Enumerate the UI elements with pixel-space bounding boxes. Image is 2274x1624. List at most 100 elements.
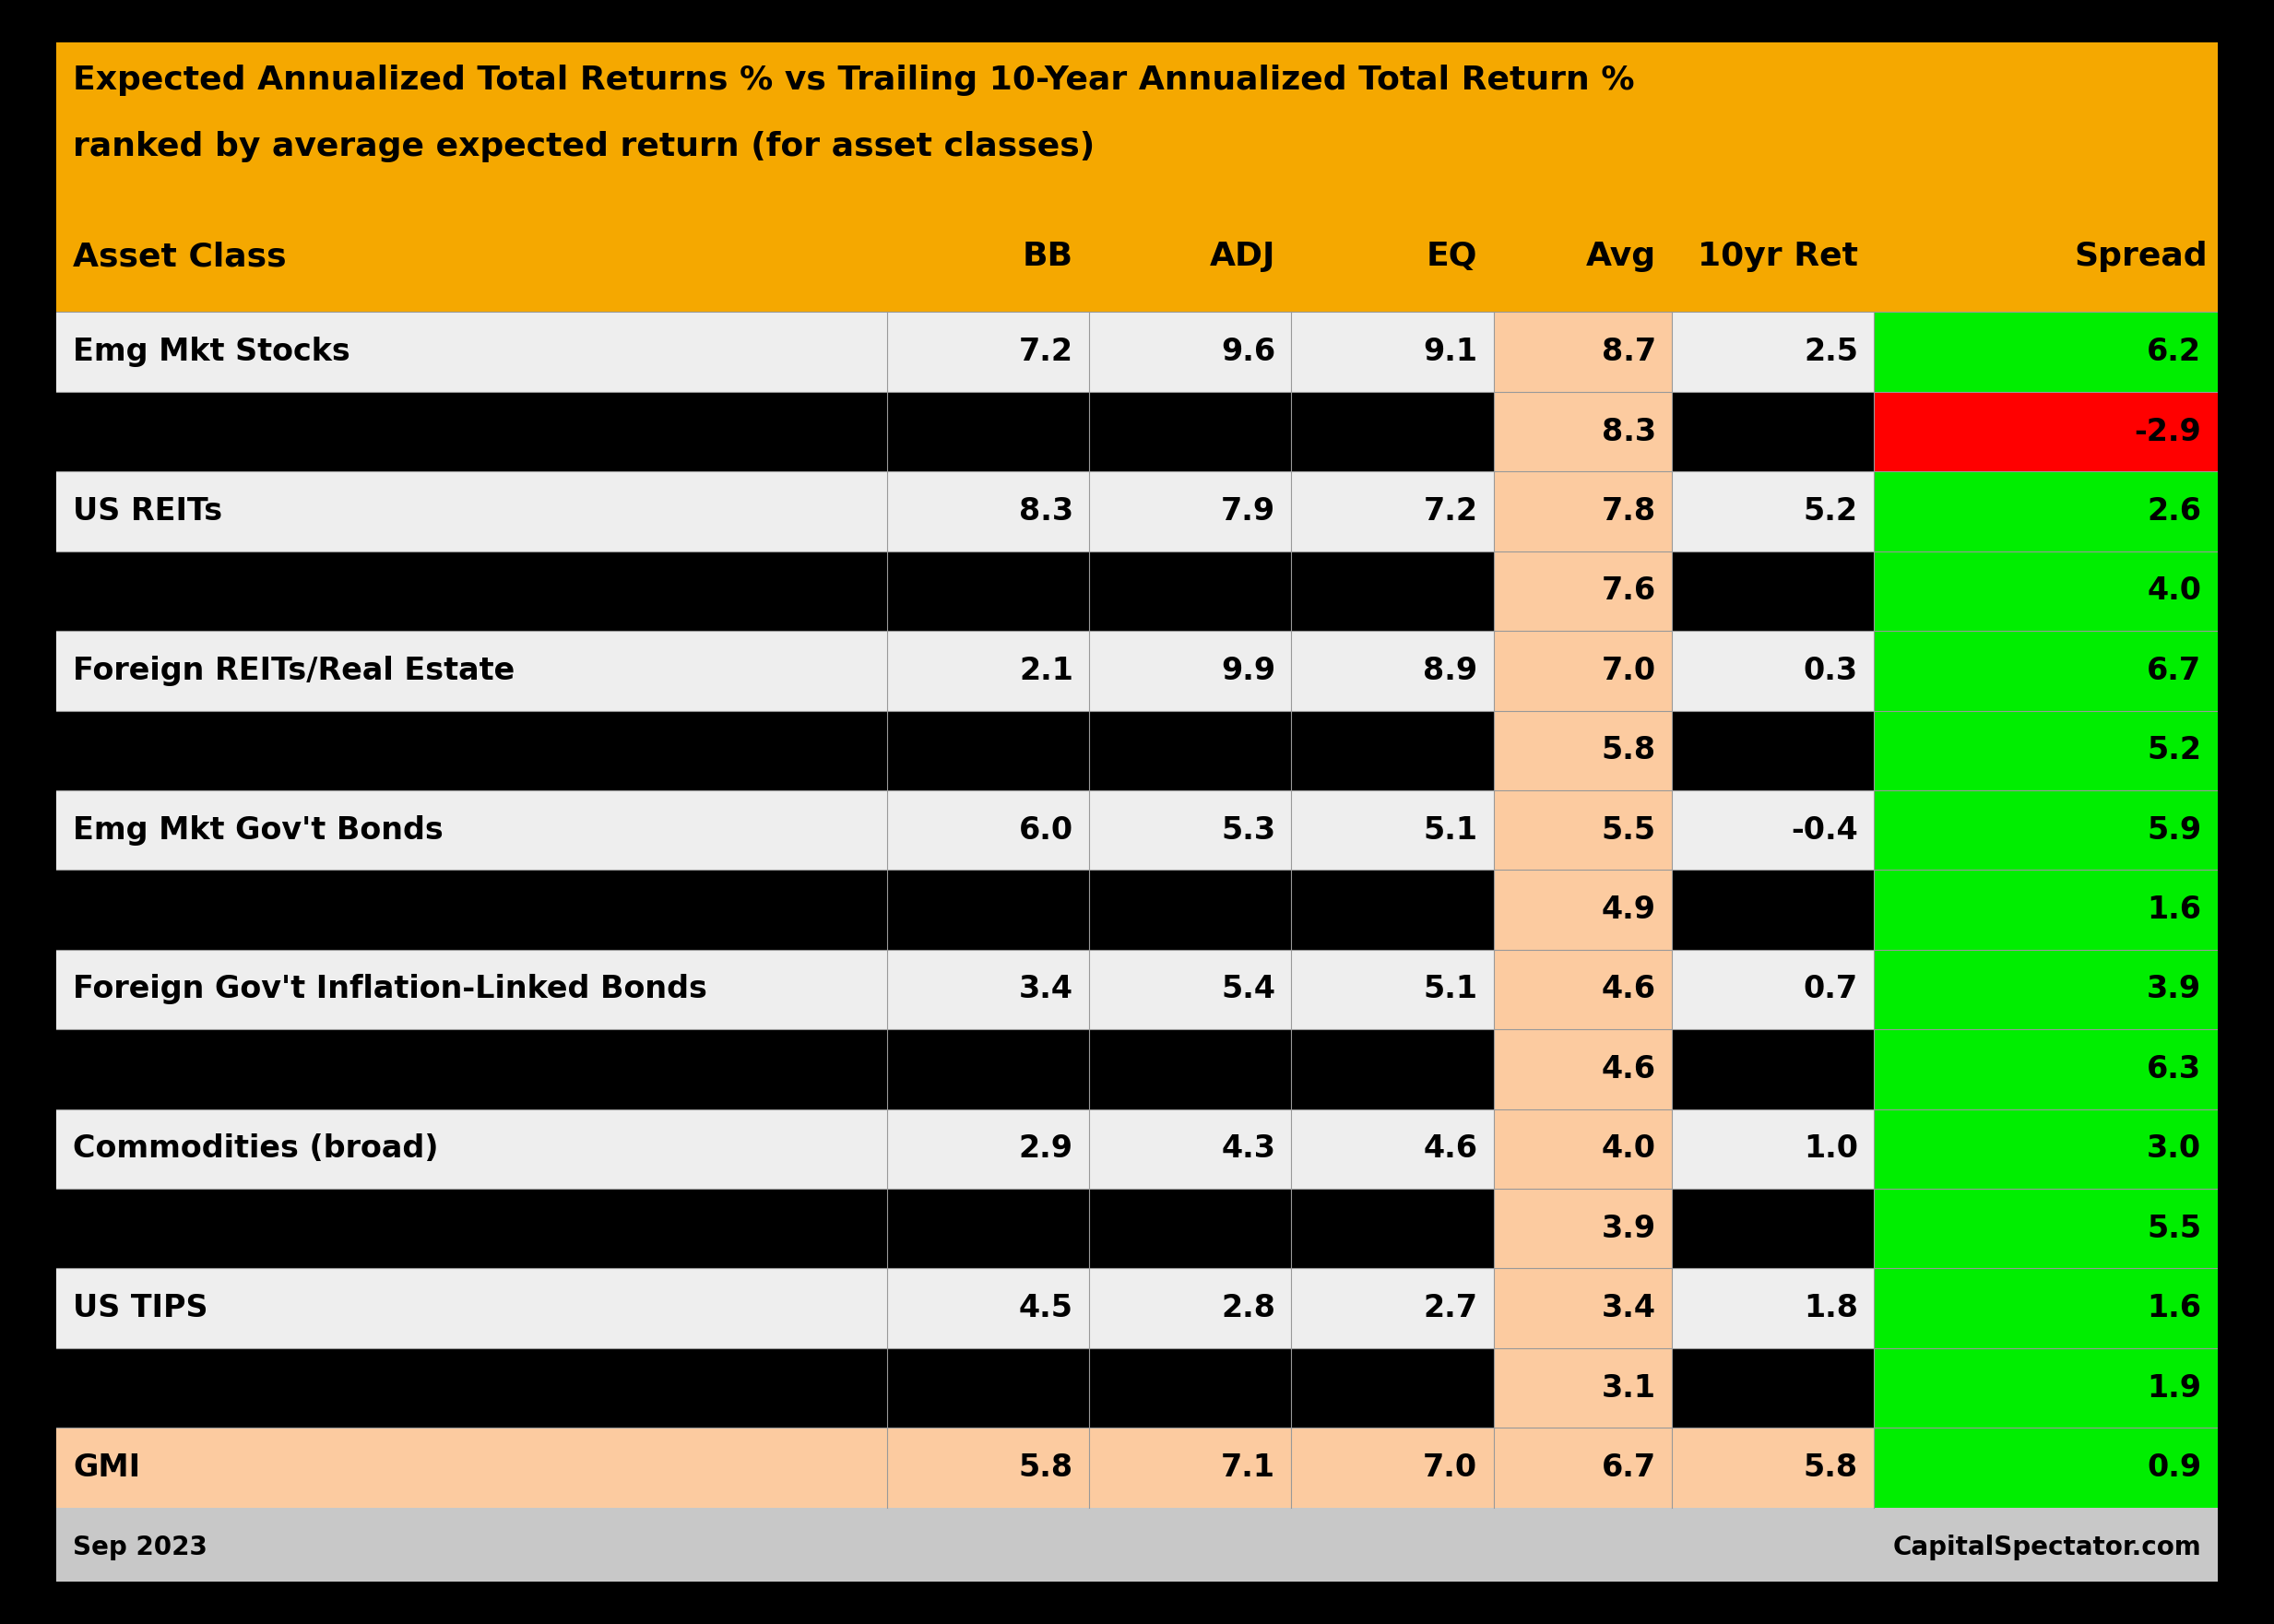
Text: 9.9: 9.9 (1221, 656, 1276, 685)
Bar (50, 312, 1494, 391)
Bar (1671, 471, 1874, 551)
Text: 2.8: 2.8 (1221, 1293, 1276, 1324)
Text: 8.7: 8.7 (1601, 336, 1655, 367)
Text: 7.1: 7.1 (1221, 1452, 1276, 1483)
Text: 7.0: 7.0 (1424, 1452, 1478, 1483)
Text: 3.1: 3.1 (1601, 1372, 1655, 1403)
Text: 7.6: 7.6 (1601, 577, 1655, 606)
Text: 0.9: 0.9 (2147, 1452, 2201, 1483)
Text: 9.1: 9.1 (1424, 336, 1478, 367)
Text: EQ: EQ (1426, 240, 1478, 273)
Text: -0.4: -0.4 (1792, 815, 1858, 846)
Bar (1671, 791, 1874, 870)
Bar (50, 1427, 1494, 1507)
Bar (1874, 711, 2224, 791)
Text: 4.9: 4.9 (1601, 895, 1655, 926)
Bar (1494, 791, 1671, 870)
Bar (50, 950, 1494, 1030)
Bar (50, 391, 1494, 471)
Text: 5.9: 5.9 (2147, 815, 2201, 846)
Text: 7.9: 7.9 (1221, 495, 1276, 526)
Bar (1671, 1348, 1874, 1427)
Bar (1671, 1268, 1874, 1348)
Text: 3.9: 3.9 (1601, 1213, 1655, 1244)
Bar (1671, 1109, 1874, 1189)
Text: 6.7: 6.7 (1601, 1452, 1655, 1483)
Bar (1671, 711, 1874, 791)
Text: BB: BB (1023, 240, 1073, 273)
Bar (1671, 391, 1874, 471)
Text: 5.2: 5.2 (2147, 736, 2201, 765)
Bar (1671, 950, 1874, 1030)
Text: 5.1: 5.1 (1424, 974, 1478, 1005)
Text: 2.9: 2.9 (1019, 1134, 1073, 1164)
Bar (1874, 1348, 2224, 1427)
Text: 4.0: 4.0 (2147, 577, 2201, 606)
Bar (50, 1507, 2224, 1588)
Bar (1494, 1189, 1671, 1268)
Text: Commodities (broad): Commodities (broad) (73, 1134, 439, 1164)
Text: 5.5: 5.5 (2147, 1213, 2201, 1244)
Text: Expected Annualized Total Returns % vs Trailing 10-Year Annualized Total Return : Expected Annualized Total Returns % vs T… (73, 65, 1635, 96)
Text: 0.7: 0.7 (1803, 974, 1858, 1005)
Bar (1494, 711, 1671, 791)
Text: 1.8: 1.8 (1803, 1293, 1858, 1324)
Bar (1671, 551, 1874, 630)
Text: 5.8: 5.8 (1601, 736, 1655, 765)
Text: US TIPS: US TIPS (73, 1293, 207, 1324)
Bar (50, 551, 1494, 630)
Text: 5.8: 5.8 (1803, 1452, 1858, 1483)
Bar (50, 1348, 1494, 1427)
Text: 2.5: 2.5 (1803, 336, 1858, 367)
Bar (1494, 1109, 1671, 1189)
Text: Spread: Spread (2074, 240, 2208, 273)
Bar (50, 1109, 1494, 1189)
Bar (1494, 312, 1671, 391)
Text: 7.0: 7.0 (1601, 656, 1655, 685)
Text: Avg: Avg (1585, 240, 1655, 273)
Text: 6.0: 6.0 (1019, 815, 1073, 846)
Text: 5.2: 5.2 (1803, 495, 1858, 526)
Bar (1494, 1427, 1671, 1507)
Bar (50, 1189, 1494, 1268)
Text: ADJ: ADJ (1210, 240, 1276, 273)
Text: 7.8: 7.8 (1601, 495, 1655, 526)
Bar (1874, 312, 2224, 391)
Bar (1494, 1348, 1671, 1427)
Bar (1874, 471, 2224, 551)
Text: 2.6: 2.6 (2147, 495, 2201, 526)
Bar (50, 870, 1494, 950)
Text: 5.3: 5.3 (1221, 815, 1276, 846)
Text: 5.1: 5.1 (1424, 815, 1478, 846)
Text: 4.6: 4.6 (1424, 1134, 1478, 1164)
Bar (1874, 950, 2224, 1030)
Text: -2.9: -2.9 (2133, 416, 2201, 447)
Text: 3.4: 3.4 (1601, 1293, 1655, 1324)
Text: 7.2: 7.2 (1424, 495, 1478, 526)
Bar (1494, 950, 1671, 1030)
Bar (1874, 870, 2224, 950)
Text: 8.9: 8.9 (1424, 656, 1478, 685)
Text: 8.3: 8.3 (1601, 416, 1655, 447)
Text: 9.6: 9.6 (1221, 336, 1276, 367)
Text: Foreign REITs/Real Estate: Foreign REITs/Real Estate (73, 656, 514, 685)
Bar (50, 630, 1494, 711)
Bar (1874, 630, 2224, 711)
Text: 8.3: 8.3 (1019, 495, 1073, 526)
Text: US REITs: US REITs (73, 495, 223, 526)
Text: 1.0: 1.0 (1803, 1134, 1858, 1164)
Text: Sep 2023: Sep 2023 (73, 1535, 207, 1561)
Bar (1874, 1030, 2224, 1109)
Text: 0.3: 0.3 (1803, 656, 1858, 685)
Text: 6.3: 6.3 (2147, 1054, 2201, 1085)
Text: Foreign Gov't Inflation-Linked Bonds: Foreign Gov't Inflation-Linked Bonds (73, 974, 707, 1005)
Text: 4.6: 4.6 (1601, 974, 1655, 1005)
Text: 5.5: 5.5 (1601, 815, 1655, 846)
Bar (1671, 870, 1874, 950)
Bar (50, 36, 2224, 312)
Text: 2.7: 2.7 (1424, 1293, 1478, 1324)
Bar (50, 471, 1494, 551)
Bar (1494, 1030, 1671, 1109)
Text: Emg Mkt Stocks: Emg Mkt Stocks (73, 336, 350, 367)
Bar (1494, 1268, 1671, 1348)
